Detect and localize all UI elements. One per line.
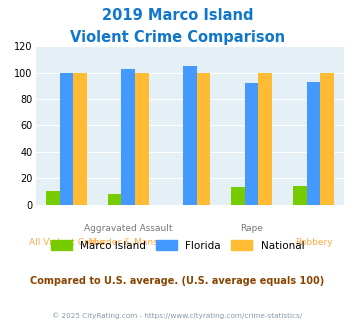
Legend: Marco Island, Florida, National: Marco Island, Florida, National: [47, 236, 308, 255]
Bar: [258, 73, 272, 205]
Bar: [231, 187, 245, 205]
Text: Rape: Rape: [240, 224, 263, 233]
Bar: [46, 191, 60, 205]
Bar: [320, 73, 334, 205]
Text: © 2025 CityRating.com - https://www.cityrating.com/crime-statistics/: © 2025 CityRating.com - https://www.city…: [53, 312, 302, 318]
Text: Compared to U.S. average. (U.S. average equals 100): Compared to U.S. average. (U.S. average …: [31, 276, 324, 285]
Bar: [73, 73, 87, 205]
Text: Aggravated Assault: Aggravated Assault: [84, 224, 173, 233]
Bar: [183, 66, 197, 205]
Bar: [60, 73, 73, 205]
Text: Murder & Mans...: Murder & Mans...: [89, 238, 167, 247]
Text: 2019 Marco Island: 2019 Marco Island: [102, 8, 253, 23]
Bar: [108, 194, 121, 205]
Text: Robbery: Robbery: [295, 238, 332, 247]
Bar: [121, 69, 135, 205]
Bar: [307, 82, 320, 205]
Bar: [293, 186, 307, 205]
Bar: [135, 73, 148, 205]
Text: Violent Crime Comparison: Violent Crime Comparison: [70, 30, 285, 45]
Bar: [197, 73, 210, 205]
Bar: [245, 83, 258, 205]
Text: All Violent Crime: All Violent Crime: [28, 238, 104, 247]
